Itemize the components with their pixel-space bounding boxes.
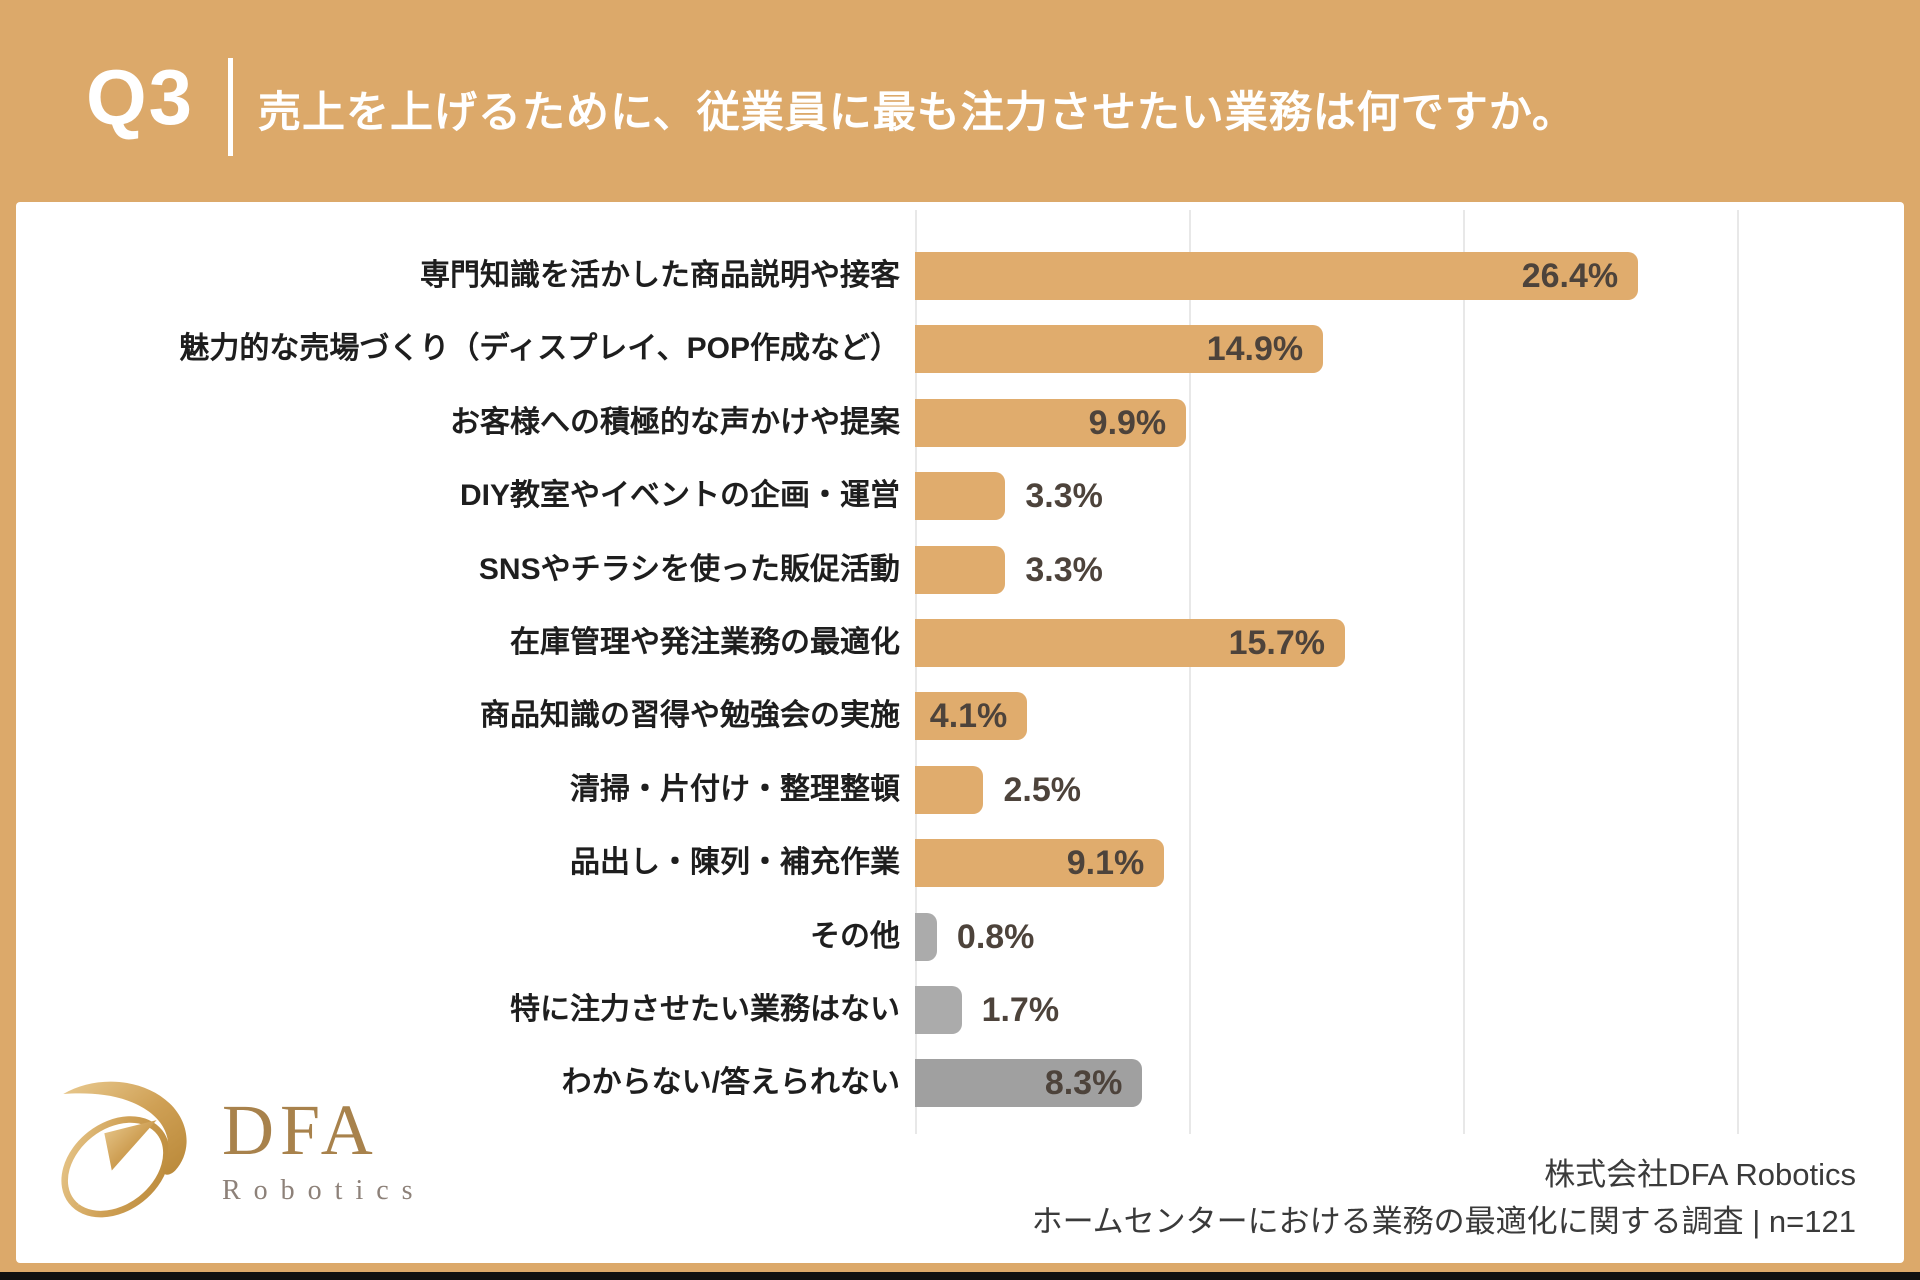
source-survey: ホームセンターにおける業務の最適化に関する調査 | n=121 bbox=[1031, 1203, 1856, 1239]
category-label: その他 bbox=[810, 919, 900, 953]
value-label: 4.1% bbox=[929, 697, 1008, 736]
bar bbox=[915, 398, 1187, 447]
value-label: 3.3% bbox=[1025, 477, 1103, 516]
bar bbox=[915, 325, 1324, 374]
value-label: 15.7% bbox=[1228, 624, 1326, 662]
value-label: 26.4% bbox=[1521, 257, 1619, 295]
logo-text: DFA Robotics bbox=[222, 1093, 426, 1207]
value-label: 0.8% bbox=[956, 917, 1035, 956]
logo-subtext: Robotics bbox=[222, 1174, 426, 1206]
bar bbox=[915, 765, 984, 814]
logo-wordmark: DFA bbox=[222, 1090, 379, 1171]
value-label: 8.3% bbox=[1044, 1064, 1123, 1103]
question-number: Q3 bbox=[86, 53, 195, 141]
category-label: お客様への積極的な声かけや提案 bbox=[450, 405, 900, 439]
bar bbox=[915, 912, 937, 961]
value-label: 3.3% bbox=[1025, 550, 1103, 589]
chart-card: 専門知識を活かした商品説明や接客 26.4% 魅力的な売場づくり（ディスプレイ、PO… bbox=[16, 202, 1904, 1263]
logo-emblem-icon bbox=[61, 1081, 187, 1218]
value-label: 9.1% bbox=[1066, 844, 1145, 883]
category-label: 在庫管理や発注業務の最適化 bbox=[510, 626, 900, 659]
bar bbox=[915, 545, 1006, 594]
gridline bbox=[1462, 210, 1465, 1134]
gridline bbox=[1188, 210, 1191, 1134]
bar bbox=[915, 692, 1028, 741]
category-label: わからない/答えられない bbox=[561, 1066, 900, 1100]
category-label: 品出し・陳列・補充作業 bbox=[570, 846, 900, 880]
category-label: 商品知識の習得や勉強会の実施 bbox=[480, 699, 900, 733]
category-label: 専門知識を活かした商品説明や接客 bbox=[420, 259, 900, 292]
value-label: 2.5% bbox=[1003, 770, 1081, 809]
category-label: DIY教室やイベントの企画・運営 bbox=[459, 479, 900, 513]
gridline bbox=[915, 210, 917, 1134]
category-label: SNSやチラシを使った販促活動 bbox=[478, 552, 900, 586]
source-note: 株式会社DFA Robotics ホームセンターにおける業務の最適化に関する調査… bbox=[1032, 1152, 1856, 1245]
bar bbox=[915, 1059, 1143, 1108]
value-label: 9.9% bbox=[1088, 403, 1167, 442]
value-label: 1.7% bbox=[981, 991, 1060, 1029]
bar bbox=[915, 839, 1165, 888]
bar bbox=[915, 472, 1006, 521]
gridline bbox=[1736, 210, 1739, 1134]
bar bbox=[915, 619, 1346, 667]
bar bbox=[915, 252, 1639, 300]
company-logo: DFA Robotics bbox=[48, 1066, 426, 1234]
bottom-edge bbox=[0, 1272, 1920, 1280]
source-company: 株式会社DFA Robotics bbox=[1544, 1157, 1856, 1192]
value-label: 14.9% bbox=[1206, 330, 1304, 369]
bar bbox=[915, 986, 962, 1034]
category-label: 魅力的な売場づくり（ディスプレイ、POP作成など） bbox=[179, 332, 900, 366]
category-label: 特に注力させたい業務はない bbox=[510, 993, 900, 1026]
page-title: 売上を上げるために、従業員に最も注力させたい業務は何ですか。 bbox=[258, 89, 1576, 137]
header-divider bbox=[228, 58, 233, 156]
category-label: 清掃・片付け・整理整頓 bbox=[570, 772, 900, 806]
